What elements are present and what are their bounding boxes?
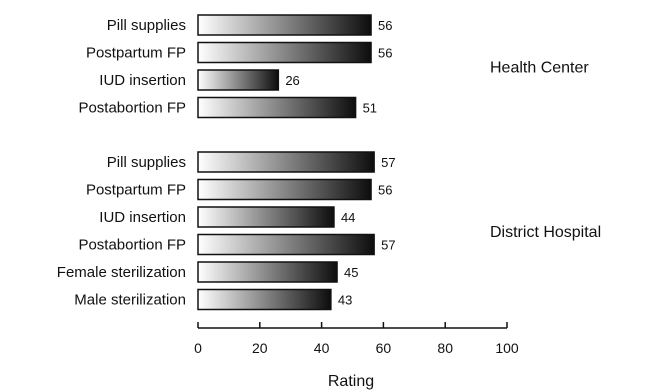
category-label: IUD insertion <box>99 72 186 89</box>
bars-layer: Pill supplies 56 Postpartum FP 56 IUD insert… <box>57 14 601 311</box>
bar <box>197 151 375 173</box>
value-label: 56 <box>378 46 392 61</box>
bar <box>197 206 335 228</box>
bar <box>197 288 332 311</box>
category-label: Postabortion FP <box>78 100 186 117</box>
value-label: 44 <box>341 210 355 225</box>
group-label: District Hospital <box>490 224 601 241</box>
category-label: Pill supplies <box>107 154 186 171</box>
value-label: 56 <box>378 183 392 198</box>
category-label: Postabortion FP <box>78 237 186 254</box>
group-label: Health Center <box>490 59 589 76</box>
x-tick-label: 100 <box>495 340 519 356</box>
value-label: 43 <box>338 293 352 308</box>
category-label: Postpartum FP <box>86 45 186 62</box>
value-label: 56 <box>378 18 392 33</box>
category-label: Male sterilization <box>74 292 186 309</box>
bar <box>197 261 338 283</box>
x-tick-label: 60 <box>376 340 392 356</box>
bar <box>197 233 375 256</box>
category-label: Pill supplies <box>107 17 186 34</box>
bar <box>197 178 372 201</box>
bar <box>197 69 280 91</box>
x-axis: 0 20 40 60 80 100 <box>194 322 519 356</box>
bar <box>197 41 372 64</box>
x-axis-title: Rating <box>328 373 374 390</box>
category-label: Postpartum FP <box>86 182 186 199</box>
value-label: 45 <box>344 265 358 280</box>
value-label: 57 <box>381 155 395 170</box>
category-label: Female sterilization <box>57 264 186 281</box>
x-tick-label: 20 <box>252 340 268 356</box>
bar <box>197 96 357 119</box>
value-label: 57 <box>381 238 395 253</box>
x-tick-label: 40 <box>314 340 330 356</box>
category-label: IUD insertion <box>99 209 186 226</box>
x-tick-label: 0 <box>194 340 202 356</box>
bar <box>197 14 372 36</box>
value-label: 51 <box>363 101 377 116</box>
value-label: 26 <box>285 73 299 88</box>
x-tick-label: 80 <box>437 340 453 356</box>
